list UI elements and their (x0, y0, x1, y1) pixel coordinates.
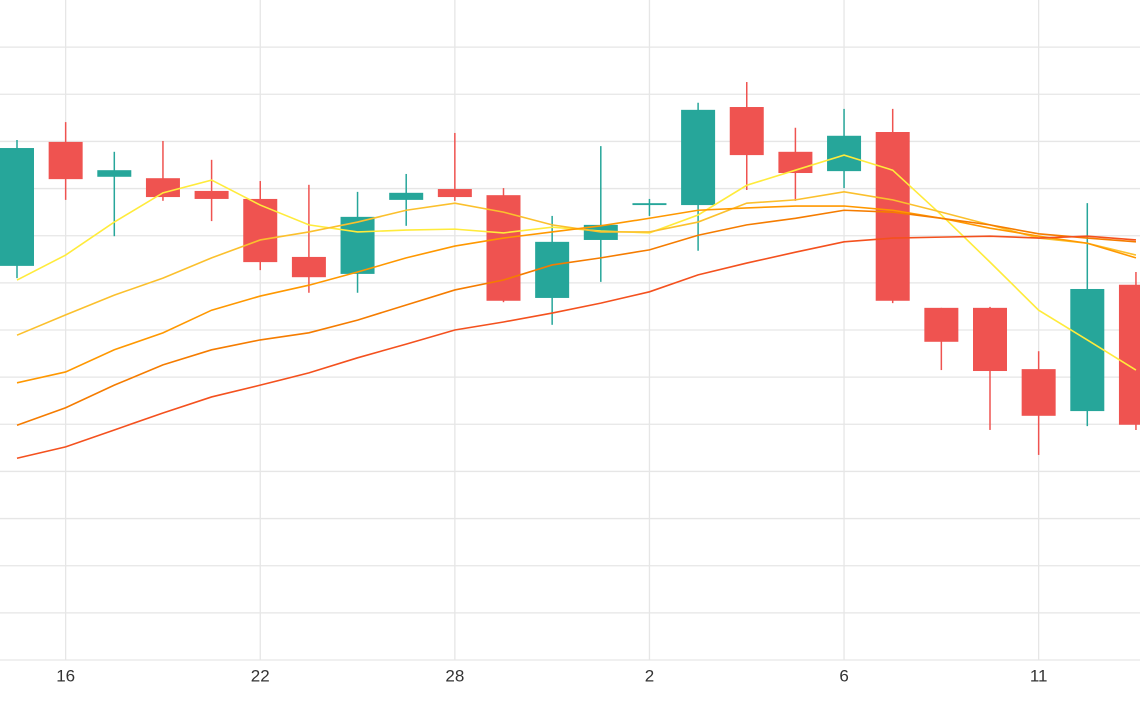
grid (0, 0, 1140, 661)
candle-body (389, 192, 424, 200)
candle-body (145, 178, 180, 198)
moving-averages (16, 154, 1137, 460)
candle-body (48, 141, 83, 180)
candle-body (1070, 288, 1105, 412)
ma-line (16, 191, 1137, 336)
x-tick-label: 6 (839, 666, 848, 685)
candle-body (291, 256, 326, 278)
candle-body (681, 109, 716, 206)
x-tick-label: 2 (645, 666, 654, 685)
candle-body (486, 195, 521, 301)
candle-body (1118, 284, 1140, 425)
ma-line (16, 209, 1137, 426)
candle-body (973, 307, 1007, 372)
candle-body (535, 241, 570, 298)
x-tick-label: 16 (56, 666, 75, 685)
x-tick-label: 22 (251, 666, 270, 685)
candle-body (243, 198, 278, 263)
candles (0, 82, 1140, 455)
candle-body (97, 170, 132, 177)
candle-body (0, 148, 34, 266)
x-tick-label: 28 (445, 666, 464, 685)
ma-line (16, 235, 1137, 460)
candle-body (924, 307, 959, 342)
candle-body (729, 107, 764, 156)
candle-body (1021, 369, 1056, 416)
ma-line (16, 205, 1137, 384)
candle-body (194, 190, 229, 199)
candle-body (875, 132, 910, 301)
candle-body (632, 203, 667, 206)
x-tick-label: 11 (1030, 666, 1048, 685)
candle-body (827, 135, 862, 172)
candle-body (340, 216, 375, 274)
ma-line (16, 154, 1137, 371)
candle-body (437, 189, 472, 198)
